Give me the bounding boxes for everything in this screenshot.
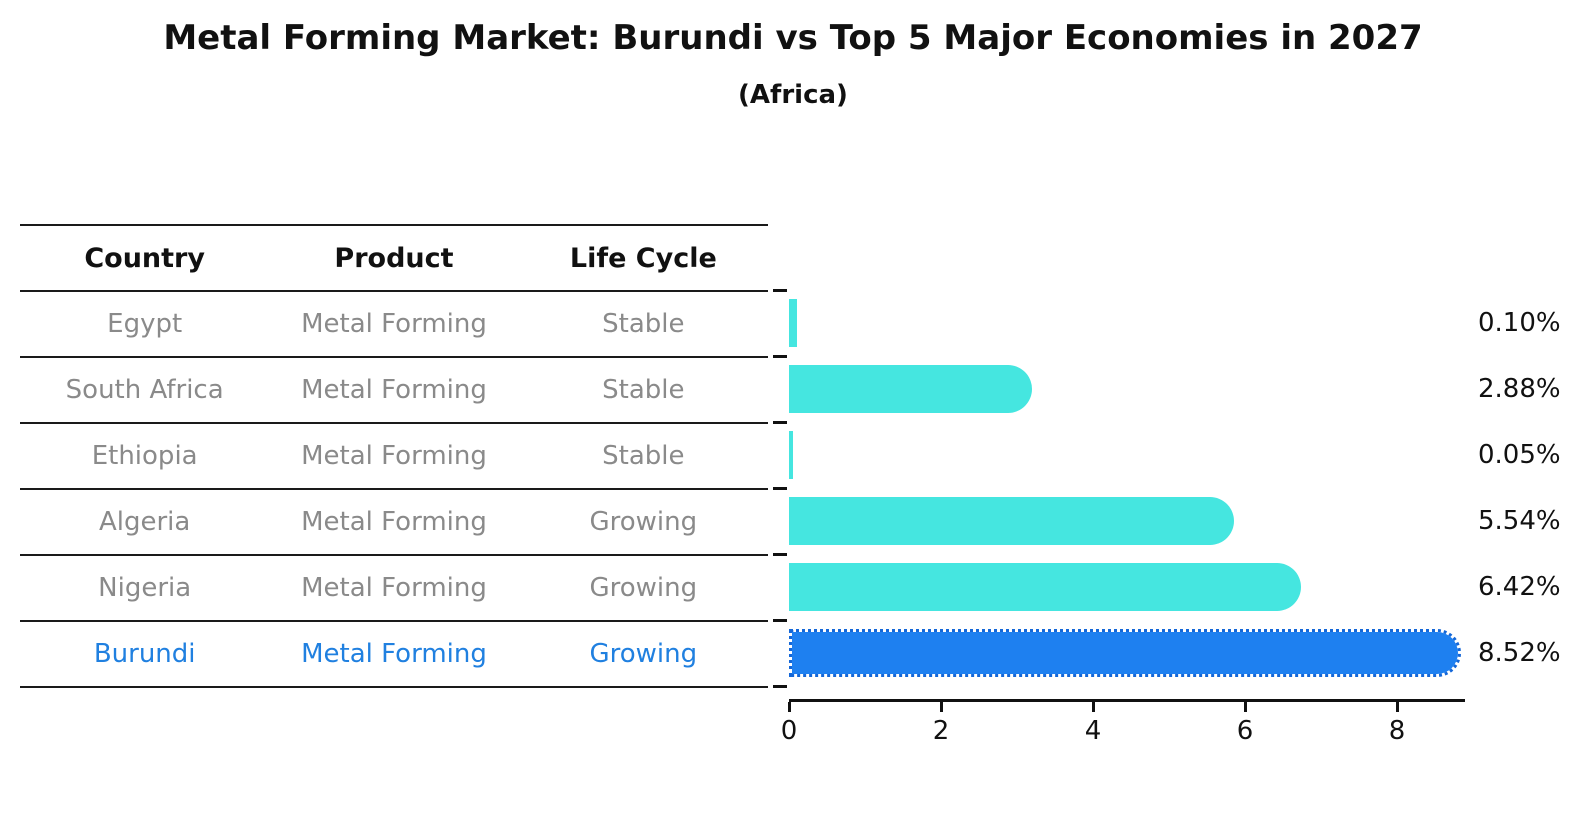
table-row: Ethiopia Metal Forming Stable [20, 422, 768, 488]
bar-egypt [789, 299, 797, 347]
lifecycle-cell: Stable [602, 375, 685, 405]
y-axis-tick [773, 487, 787, 490]
table-row: Egypt Metal Forming Stable [20, 290, 768, 356]
bar-algeria [789, 497, 1235, 545]
country-cell: Nigeria [98, 573, 192, 603]
country-cell: Algeria [98, 507, 191, 537]
value-label: 0.05% [1478, 440, 1561, 470]
product-cell: Metal Forming [301, 507, 487, 537]
value-label: 8.52% [1478, 638, 1561, 668]
table-header-row: Country Product Life Cycle [20, 224, 768, 290]
chart-title: Metal Forming Market: Burundi vs Top 5 M… [163, 18, 1423, 58]
table-row: South Africa Metal Forming Stable [20, 356, 768, 422]
table-row: Burundi Metal Forming Growing [20, 620, 768, 686]
value-label: 6.42% [1478, 572, 1561, 602]
value-label: 2.88% [1478, 374, 1561, 404]
x-axis-tick-label: 0 [780, 716, 798, 746]
table-row: Nigeria Metal Forming Growing [20, 554, 768, 620]
value-label: 0.10% [1478, 308, 1561, 338]
column-header-lifecycle: Life Cycle [569, 242, 717, 274]
lifecycle-cell: Growing [589, 507, 698, 537]
bar-ethiopia [789, 431, 793, 479]
x-axis-line [789, 699, 1465, 702]
lifecycle-cell: Growing [589, 639, 698, 669]
y-axis-tick [773, 685, 787, 688]
column-header-country: Country [84, 242, 205, 274]
column-header-product: Product [334, 242, 454, 274]
country-cell: Egypt [107, 309, 183, 339]
x-axis-tick [1092, 702, 1095, 712]
country-cell: South Africa [65, 375, 224, 405]
y-axis-tick [773, 619, 787, 622]
product-cell: Metal Forming [301, 375, 487, 405]
bar-burundi [789, 629, 1461, 677]
lifecycle-cell: Stable [602, 441, 685, 471]
x-axis-tick [1396, 702, 1399, 712]
x-axis-tick-label: 8 [1388, 716, 1406, 746]
y-axis-tick [773, 421, 787, 424]
chart-subtitle: (Africa) [738, 80, 848, 110]
x-axis-tick-label: 2 [932, 716, 950, 746]
x-axis-tick-label: 4 [1084, 716, 1102, 746]
table-body: Egypt Metal Forming Stable South Africa Meta… [20, 290, 768, 686]
y-axis-tick [773, 289, 787, 292]
product-cell: Metal Forming [301, 639, 487, 669]
bar-south-africa [789, 365, 1032, 413]
x-axis-tick [1244, 702, 1247, 712]
lifecycle-cell: Growing [589, 573, 698, 603]
x-axis-tick [940, 702, 943, 712]
bar-nigeria [789, 563, 1301, 611]
product-cell: Metal Forming [301, 441, 487, 471]
lifecycle-cell: Stable [602, 309, 685, 339]
product-cell: Metal Forming [301, 309, 487, 339]
country-cell: Burundi [93, 639, 196, 669]
country-table: Country Product Life Cycle Egypt Metal Fo… [20, 224, 768, 688]
country-cell: Ethiopia [91, 441, 198, 471]
product-cell: Metal Forming [301, 573, 487, 603]
table-row: Algeria Metal Forming Growing [20, 488, 768, 554]
value-label: 5.54% [1478, 506, 1561, 536]
x-axis-tick [788, 702, 791, 712]
y-axis-tick [773, 355, 787, 358]
y-axis-tick [773, 553, 787, 556]
x-axis-tick-label: 6 [1236, 716, 1254, 746]
